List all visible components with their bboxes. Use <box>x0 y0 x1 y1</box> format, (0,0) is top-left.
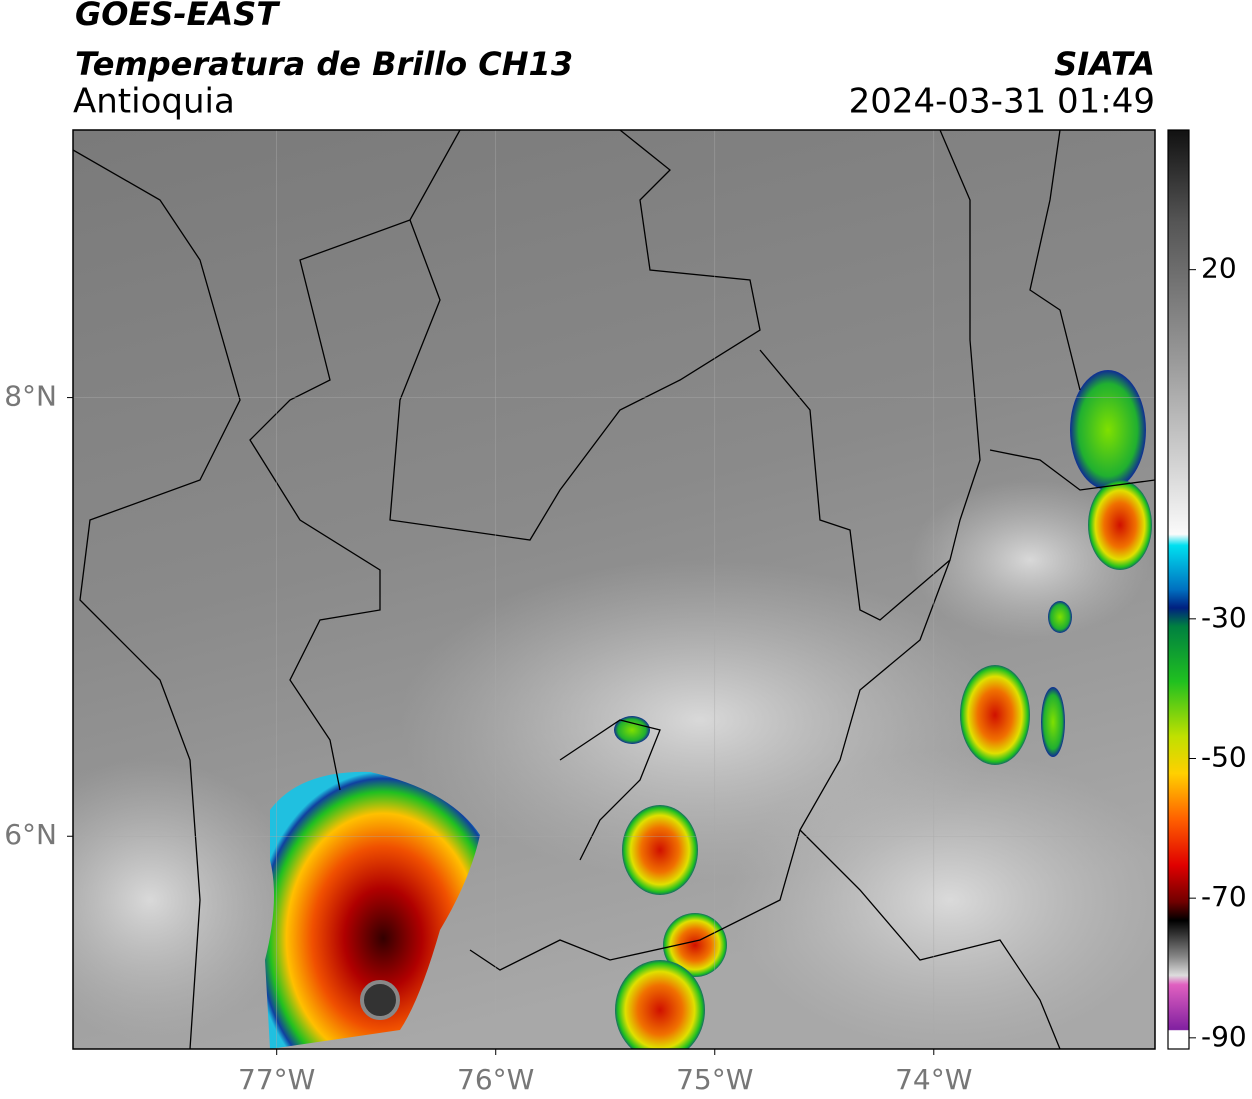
colorbar-tick-label: 20 <box>1201 252 1237 285</box>
map <box>73 130 1155 1049</box>
colorbar-tick-label: -70 <box>1201 880 1247 913</box>
colorbar-tick-label: -50 <box>1201 740 1247 773</box>
map-frame <box>72 129 1156 1050</box>
y-tick-label: 6°N <box>4 818 57 851</box>
y-tick-label: 8°N <box>4 380 57 413</box>
datetime: 2024-03-31 01:49 <box>849 82 1155 122</box>
storm-cell <box>265 771 480 1049</box>
borders <box>73 130 1155 1049</box>
cloud <box>73 760 300 1040</box>
storm-cell <box>960 665 1030 765</box>
colorbar <box>1167 129 1190 1050</box>
x-tick-label: 76°W <box>457 1063 534 1096</box>
title: GOES-EAST <box>75 0 280 33</box>
storm-cell <box>663 913 727 977</box>
cloud <box>730 750 1155 1049</box>
source: SIATA <box>1054 45 1155 83</box>
storm-cell <box>1088 480 1152 570</box>
x-tick-label: 75°W <box>676 1063 753 1096</box>
storm-cell <box>1048 601 1072 633</box>
storm-core <box>360 980 400 1020</box>
axes: 77°W 76°W 75°W 74°W 8°N 6°N <box>4 380 972 1096</box>
storm-cell <box>1070 370 1146 490</box>
x-tick-label: 74°W <box>895 1063 972 1096</box>
storm-cell <box>614 716 650 744</box>
x-tick-label: 77°W <box>238 1063 315 1096</box>
colorbar-tick-label: -90 <box>1201 1020 1247 1053</box>
storm-cell <box>622 805 698 895</box>
region: Antioquia <box>73 82 235 122</box>
colorbar-tick-label: -30 <box>1201 601 1247 634</box>
storm-cell <box>1041 687 1065 757</box>
storm-cell <box>615 960 705 1049</box>
subtitle: Temperatura de Brillo CH13 <box>75 45 573 83</box>
